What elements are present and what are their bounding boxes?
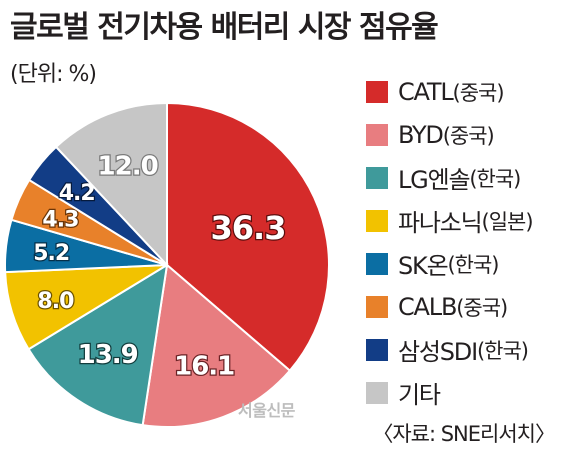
legend-name: 기타 (398, 381, 441, 409)
legend-region: (일본) (481, 209, 534, 234)
unit-label: (단위: %) (10, 62, 97, 87)
legend-swatch (366, 209, 388, 232)
slice-label-6: 4.2 (59, 181, 95, 206)
pie-slice-2 (27, 263, 169, 427)
legend-name: 삼성SDI (398, 338, 478, 366)
legend-item-7: 기타 (366, 371, 533, 414)
legend: CATL (중국) BYD (중국) LG엔솔 (한국) 파나소닉 (일본) SK온 (한국) CA… (366, 70, 534, 414)
legend-item-0: CATL (중국) (366, 70, 533, 113)
legend-item-6: 삼성SDI (한국) (366, 328, 533, 371)
legend-swatch (366, 80, 388, 103)
slice-label-2: 13.9 (78, 340, 138, 370)
legend-region: (한국) (447, 252, 499, 277)
legend-item-3: 파나소닉 (일본) (366, 199, 534, 242)
legend-item-2: LG엔솔 (한국) (366, 156, 533, 199)
legend-item-5: CALB (중국) (366, 285, 533, 328)
legend-region: (중국) (452, 80, 505, 105)
pie-slice-1 (141, 263, 292, 428)
slice-label-4: 5.2 (33, 241, 69, 266)
legend-swatch (366, 166, 388, 189)
slice-label-5: 4.3 (42, 208, 78, 233)
slice-label-0: 36.3 (211, 209, 286, 247)
legend-region: (중국) (442, 123, 495, 148)
pie-slice-7 (54, 101, 168, 268)
legend-name: LG엔솔 (398, 166, 471, 194)
legend-swatch (366, 338, 388, 361)
legend-region: (한국) (469, 166, 521, 191)
source-note: 〈자료: SNE리서치〉 (372, 422, 556, 446)
pie-slice-0 (166, 101, 330, 373)
legend-region: (중국) (456, 295, 508, 320)
legend-name: SK온 (398, 252, 449, 280)
legend-region: (한국) (476, 338, 529, 363)
legend-name: BYD (398, 120, 444, 149)
legend-item-4: SK온 (한국) (366, 242, 533, 285)
legend-name: CATL (398, 77, 454, 106)
legend-item-1: BYD (중국) (366, 113, 533, 156)
watermark: 서울신문 (238, 401, 295, 420)
legend-swatch (366, 252, 388, 275)
legend-swatch (366, 295, 388, 318)
slice-label-3: 8.0 (37, 289, 74, 314)
legend-swatch (366, 123, 388, 146)
legend-swatch (366, 381, 388, 404)
legend-name: 파나소닉 (398, 209, 483, 237)
slice-label-1: 16.1 (174, 351, 234, 381)
slice-label-7: 12.0 (98, 152, 158, 182)
chart-title: 글로벌 전기차용 배터리 시장 점유율 (10, 10, 439, 45)
legend-name: CALB (398, 292, 457, 321)
